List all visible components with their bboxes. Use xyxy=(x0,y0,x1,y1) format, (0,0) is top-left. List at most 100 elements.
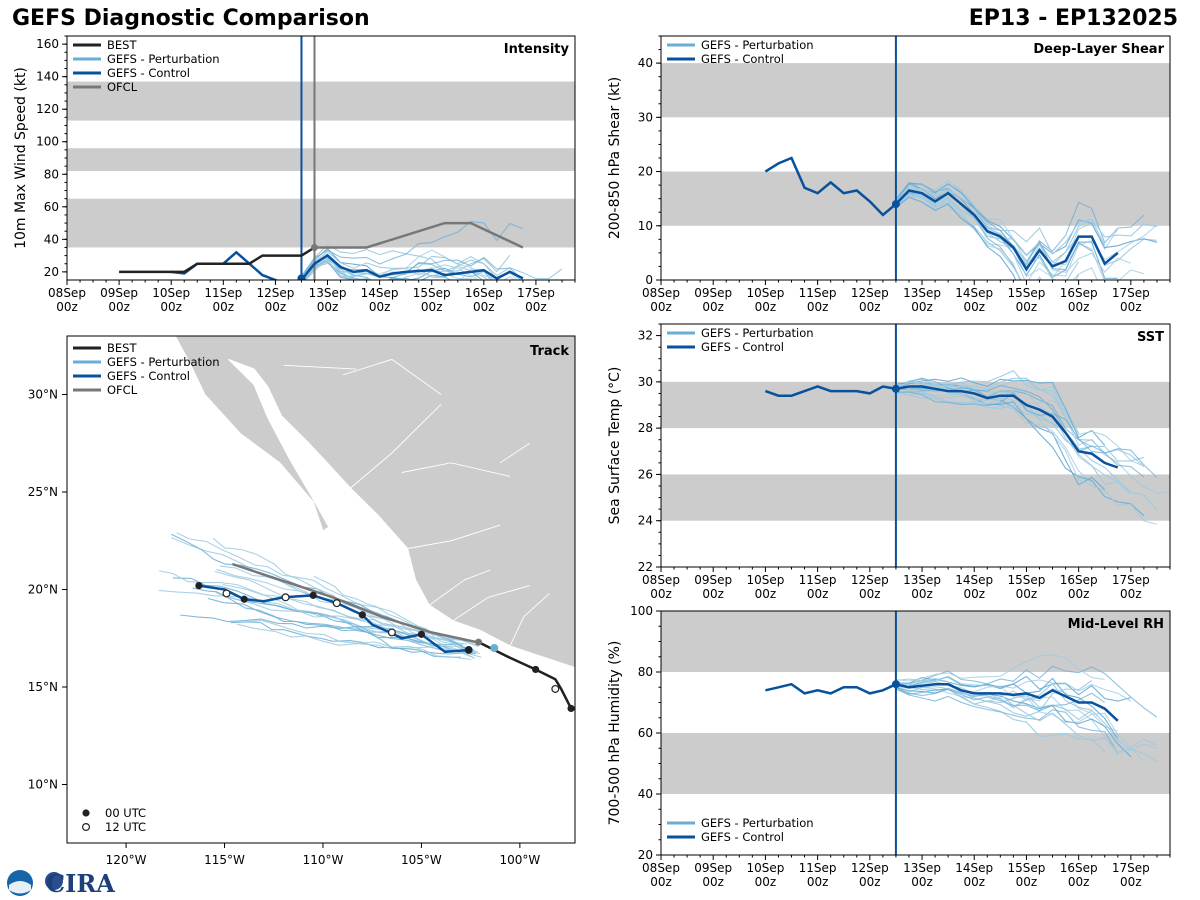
x-tick-label: 11Sep xyxy=(799,573,837,587)
x-tick-hour-label: 00z xyxy=(1016,875,1038,889)
y-tick-label: 30 xyxy=(638,375,653,389)
y-axis-label: 200-850 hPa Shear (kt) xyxy=(607,77,623,239)
y-tick-label: 120 xyxy=(36,102,59,116)
x-tick-hour-label: 00z xyxy=(160,300,182,314)
shaded-band xyxy=(67,81,575,121)
x-tick-label: 10Sep xyxy=(152,286,190,300)
x-tick-hour-label: 00z xyxy=(702,875,724,889)
x-tick-label: 100°W xyxy=(499,853,540,867)
x-tick-hour-label: 00z xyxy=(755,300,777,314)
track-point-00utc xyxy=(195,582,203,590)
legend-label: GEFS - Control xyxy=(701,340,784,354)
x-tick-label: 12Sep xyxy=(851,573,889,587)
y-tick-label: 20 xyxy=(638,848,653,862)
shaded-band xyxy=(661,474,1170,521)
state-border xyxy=(407,524,501,549)
track-point-00utc xyxy=(358,611,366,619)
track-point-12utc xyxy=(332,599,341,608)
track-point-12utc xyxy=(387,628,396,637)
y-tick-label: 20 xyxy=(638,165,653,179)
shaded-band xyxy=(661,171,1170,226)
best-track-line xyxy=(119,246,316,274)
panel-track: 120°W 115°W 110°W 105°W 100°W 10°N 15°N 20°N 25°… xyxy=(28,335,576,867)
x-tick-label: 16Sep xyxy=(1060,861,1098,875)
panel-title: Mid-Level RH xyxy=(1068,617,1164,632)
x-tick-hour-label: 00z xyxy=(911,587,933,601)
x-tick-hour-label: 00z xyxy=(807,300,829,314)
legend-marker-12utc xyxy=(81,822,90,831)
panel-intensity: 2040608010012014016008Sep00z09Sep00z10Se… xyxy=(13,35,576,314)
perturbation-start-point xyxy=(490,644,499,652)
perturbation-line xyxy=(895,681,1118,732)
x-tick-label: 105°W xyxy=(401,853,442,867)
x-tick-hour-label: 00z xyxy=(1016,300,1038,314)
x-tick-hour-label: 00z xyxy=(911,300,933,314)
x-tick-hour-label: 00z xyxy=(1068,587,1090,601)
panel-title: Intensity xyxy=(504,42,570,57)
track-point-00utc xyxy=(567,704,575,713)
legend-label: OFCL xyxy=(107,80,138,94)
perturbation-track xyxy=(212,537,479,648)
perturbation-track xyxy=(172,577,478,653)
panel-title: SST xyxy=(1137,330,1164,345)
plot-area-sst xyxy=(661,324,1170,567)
x-tick-label: 10Sep xyxy=(746,573,784,587)
x-tick-hour-label: 00z xyxy=(702,300,724,314)
x-tick-hour-label: 00z xyxy=(1120,587,1142,601)
perturbation-line xyxy=(895,183,1158,255)
shaded-band xyxy=(661,733,1170,794)
panel-shear: 01020304008Sep00z09Sep00z10Sep00z11Sep00… xyxy=(607,35,1171,314)
state-border xyxy=(452,585,530,622)
x-tick-label: 08Sep xyxy=(642,286,680,300)
legend-label: GEFS - Perturbation xyxy=(701,326,814,340)
state-border xyxy=(350,403,442,489)
panel-title: Deep-Layer Shear xyxy=(1033,42,1164,57)
x-tick-hour-label: 00z xyxy=(473,300,495,314)
ofcl-line xyxy=(314,221,524,249)
legend-label: GEFS - Perturbation xyxy=(107,355,220,369)
x-tick-label: 17Sep xyxy=(1112,573,1150,587)
x-tick-hour-label: 00z xyxy=(108,300,130,314)
state-border xyxy=(283,364,357,370)
y-tick-label: 10°N xyxy=(28,778,58,792)
x-tick-hour-label: 00z xyxy=(1068,300,1090,314)
perturbation-line xyxy=(895,675,1158,749)
x-tick-hour-label: 00z xyxy=(1120,875,1142,889)
state-border xyxy=(401,462,511,477)
x-tick-label: 14Sep xyxy=(955,286,993,300)
ofcl-start-point xyxy=(475,638,483,646)
track-point-00utc xyxy=(240,595,248,603)
y-tick-label: 30°N xyxy=(28,388,58,402)
x-tick-label: 08Sep xyxy=(642,573,680,587)
y-tick-label: 60 xyxy=(44,200,59,214)
perturbation-line xyxy=(895,182,1145,263)
legend-label: GEFS - Control xyxy=(107,66,190,80)
x-tick-label: 115°W xyxy=(204,853,245,867)
y-tick-label: 0 xyxy=(645,273,653,287)
x-tick-label: 10Sep xyxy=(746,286,784,300)
x-tick-hour-label: 00z xyxy=(807,587,829,601)
perturbation-line xyxy=(895,196,1017,280)
control-line xyxy=(764,385,1119,469)
control-init-point xyxy=(891,680,900,689)
legend-label: 12 UTC xyxy=(105,820,146,834)
x-tick-hour-label: 00z xyxy=(369,300,391,314)
x-tick-hour-label: 00z xyxy=(963,587,985,601)
ofcl-track xyxy=(232,562,477,644)
x-tick-label: 12Sep xyxy=(851,286,889,300)
perturbation-track xyxy=(313,575,474,654)
cira-logo: CIRA xyxy=(6,866,116,898)
state-border xyxy=(429,569,491,606)
x-tick-label: 17Sep xyxy=(1112,286,1150,300)
x-tick-label: 08Sep xyxy=(48,286,86,300)
y-tick-label: 32 xyxy=(638,329,653,343)
y-tick-label: 20°N xyxy=(28,583,58,597)
x-tick-label: 120°W xyxy=(106,853,147,867)
x-tick-hour-label: 00z xyxy=(807,875,829,889)
legend-label: GEFS - Control xyxy=(107,369,190,383)
y-tick-label: 40 xyxy=(44,232,59,246)
y-axis-label: 10m Max Wind Speed (kt) xyxy=(13,67,29,249)
track-point-12utc xyxy=(551,684,560,693)
legend-label: BEST xyxy=(107,341,137,355)
y-tick-label: 30 xyxy=(638,110,653,124)
